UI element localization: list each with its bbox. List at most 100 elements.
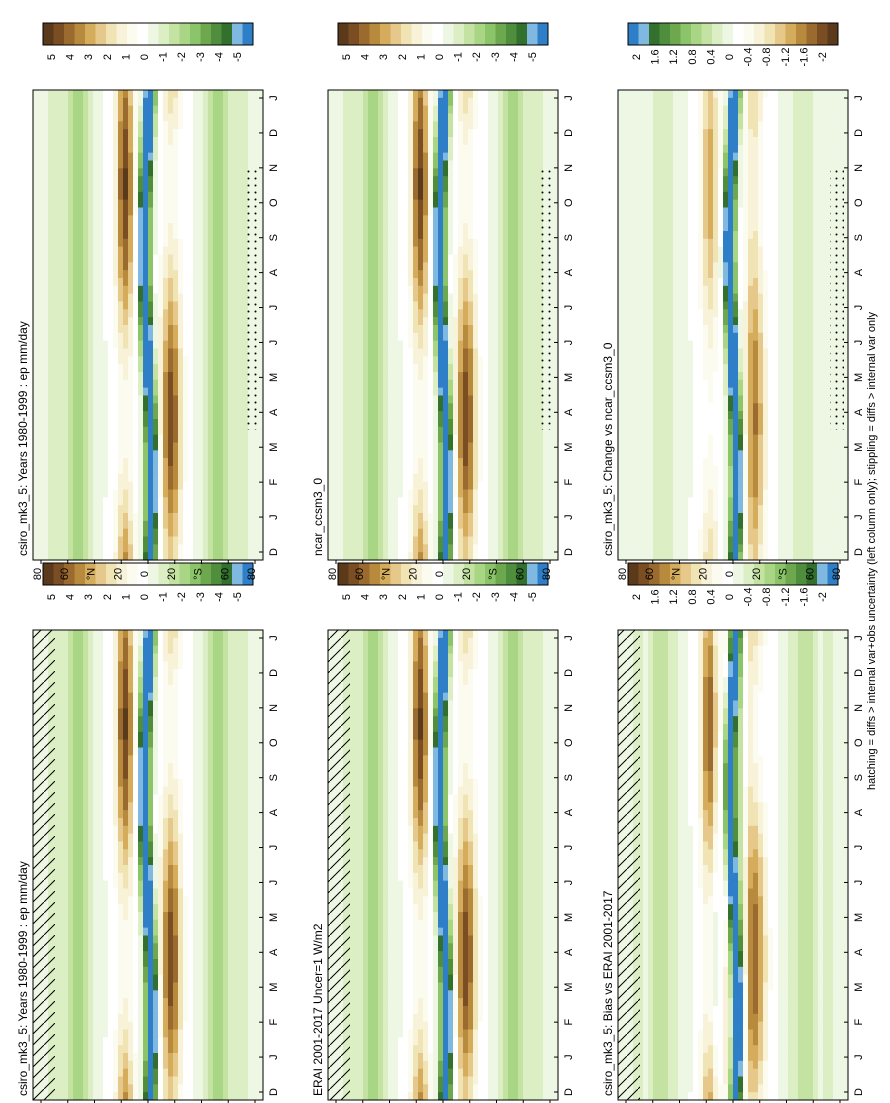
- heatmap-cell: [193, 684, 199, 694]
- heatmap-cell: [168, 927, 174, 937]
- heatmap-cell: [133, 763, 139, 772]
- heatmap-cell: [148, 332, 154, 342]
- heatmap-cell: [178, 215, 184, 224]
- heatmap-cell: [143, 434, 149, 444]
- heatmap-cell: [208, 176, 214, 185]
- heatmap-cell: [158, 880, 164, 890]
- heatmap-cell: [258, 966, 264, 976]
- heatmap-cell: [193, 857, 199, 866]
- heatmap-cell: [118, 872, 124, 882]
- heatmap-cell: [198, 1013, 204, 1023]
- heatmap-cell: [83, 317, 89, 326]
- heatmap-cell: [78, 317, 84, 326]
- heatmap-cell: [88, 144, 94, 154]
- heatmap-cell: [153, 325, 159, 334]
- colorbar-swatch: [53, 563, 65, 585]
- heatmap-cell: [53, 974, 59, 984]
- heatmap-cell: [198, 199, 204, 209]
- month-tick-label-n-11: N: [268, 704, 280, 712]
- heatmap-cell: [183, 293, 189, 303]
- heatmap-cell: [228, 818, 234, 827]
- heatmap-cell: [148, 317, 154, 326]
- heatmap-cell: [243, 97, 249, 107]
- heatmap-cell: [118, 951, 124, 960]
- heatmap-cell: [208, 129, 214, 138]
- heatmap-cell: [238, 841, 244, 850]
- heatmap-cell: [228, 966, 234, 976]
- heatmap-cell: [193, 951, 199, 960]
- heatmap-cell: [68, 285, 74, 295]
- heatmap-cell: [93, 849, 99, 858]
- heatmap-cell: [238, 888, 244, 897]
- heatmap-cell: [133, 669, 139, 678]
- heatmap-cell: [98, 865, 104, 874]
- heatmap-cell: [48, 372, 54, 381]
- heatmap-cell: [68, 935, 74, 944]
- heatmap-cell: [133, 332, 139, 342]
- heatmap-cell: [158, 246, 164, 256]
- heatmap-cell: [58, 364, 64, 373]
- heatmap-cell: [148, 1060, 154, 1070]
- heatmap-cell: [143, 364, 149, 373]
- heatmap-cell: [138, 825, 144, 835]
- heatmap-cell: [258, 1068, 264, 1078]
- heatmap-cell: [213, 450, 219, 459]
- heatmap-cell: [243, 841, 249, 850]
- heatmap-cell: [78, 340, 84, 350]
- heatmap-cell: [243, 442, 249, 451]
- heatmap-cell: [258, 959, 264, 968]
- heatmap-cell: [213, 912, 219, 921]
- heatmap-cell: [153, 677, 159, 686]
- heatmap-cell: [193, 912, 199, 921]
- heatmap-cell: [98, 959, 104, 968]
- colorbar-label-8: -3: [195, 592, 207, 602]
- heatmap-cell: [223, 199, 229, 209]
- heatmap-cell: [103, 364, 109, 373]
- heatmap-cell: [213, 332, 219, 342]
- heatmap-cell: [168, 1053, 174, 1062]
- heatmap-cell: [78, 442, 84, 451]
- heatmap-cell: [193, 372, 199, 381]
- heatmap-cell: [198, 309, 204, 318]
- heatmap-cell: [203, 176, 209, 185]
- heatmap-cell: [258, 121, 264, 130]
- heatmap-cell: [243, 724, 249, 733]
- heatmap-cell: [238, 919, 244, 929]
- heatmap-cell: [113, 700, 119, 709]
- heatmap-cell: [58, 951, 64, 960]
- heatmap-cell: [198, 411, 204, 420]
- heatmap-cell: [123, 630, 129, 639]
- heatmap-cell: [138, 254, 144, 263]
- heatmap-cell: [48, 395, 54, 404]
- heatmap-cell: [48, 168, 54, 177]
- heatmap-cell: [33, 285, 39, 295]
- heatmap-cell: [78, 372, 84, 381]
- heatmap-cell: [98, 630, 104, 639]
- heatmap-cell: [168, 771, 174, 780]
- heatmap-cell: [228, 1084, 234, 1093]
- heatmap-cell: [93, 301, 99, 310]
- heatmap-cell: [53, 1076, 59, 1085]
- heatmap-cell: [188, 348, 194, 357]
- heatmap-cell: [113, 332, 119, 342]
- heatmap-cell: [203, 332, 209, 342]
- heatmap-cell: [58, 332, 64, 342]
- heatmap-cell: [78, 896, 84, 905]
- heatmap-cell: [143, 684, 149, 694]
- heatmap-cell: [58, 825, 64, 835]
- heatmap-cell: [258, 708, 264, 717]
- heatmap-cell: [148, 786, 154, 796]
- heatmap-cell: [153, 317, 159, 326]
- heatmap-cell: [78, 716, 84, 725]
- heatmap-cell: [188, 262, 194, 271]
- heatmap-cell: [253, 144, 259, 154]
- heatmap-cell: [198, 442, 204, 451]
- heatmap-cell: [43, 246, 49, 256]
- heatmap-cell: [208, 974, 214, 984]
- heatmap-cell: [228, 959, 234, 968]
- heatmap-cell: [78, 113, 84, 122]
- heatmap-cell: [228, 755, 234, 764]
- heatmap-cell: [93, 841, 99, 850]
- heatmap-cell: [183, 223, 189, 232]
- heatmap-cell: [193, 896, 199, 905]
